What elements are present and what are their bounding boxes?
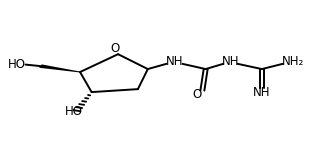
Text: NH: NH	[222, 55, 239, 68]
Polygon shape	[39, 64, 80, 72]
Text: O: O	[193, 88, 202, 101]
Text: HO: HO	[8, 58, 26, 71]
Text: NH: NH	[166, 55, 183, 68]
Text: O: O	[111, 42, 120, 55]
Text: NH: NH	[253, 86, 271, 99]
Text: HO: HO	[64, 105, 82, 118]
Text: NH₂: NH₂	[282, 55, 304, 68]
